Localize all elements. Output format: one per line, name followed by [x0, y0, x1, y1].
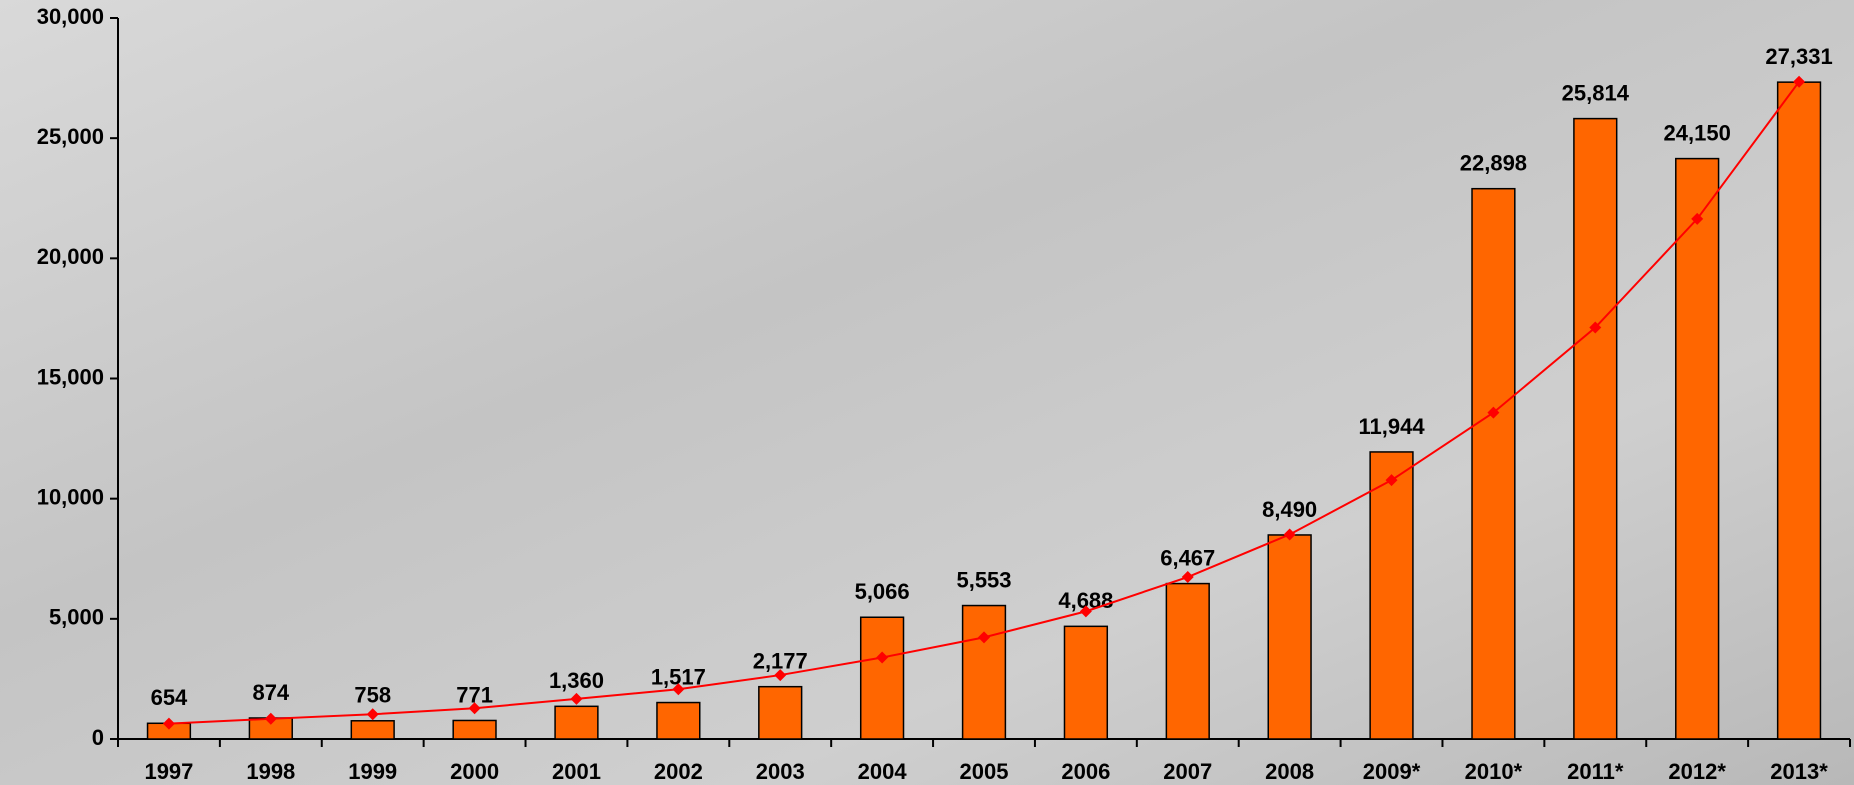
bar: [1369, 451, 1414, 740]
x-tick-label: 2000: [450, 759, 499, 784]
trend-marker: [468, 702, 481, 715]
y-tick-label: 0: [92, 725, 104, 750]
trend-marker: [1181, 571, 1194, 584]
trend-marker: [774, 669, 787, 682]
x-tick-label: 2004: [858, 759, 908, 784]
data-label: 5,066: [855, 579, 910, 604]
bar: [1063, 625, 1109, 740]
x-tick-label: 2010*: [1465, 759, 1523, 784]
bar: [554, 705, 599, 740]
trend-marker: [672, 683, 685, 696]
bar: [1267, 534, 1312, 740]
x-tick-label: 2009*: [1363, 759, 1421, 784]
trend-marker: [876, 651, 889, 664]
bar: [350, 720, 395, 740]
data-label: 22,898: [1460, 150, 1527, 175]
bar: [758, 685, 803, 740]
x-tick-label: 1998: [246, 759, 295, 784]
trend-marker: [1079, 605, 1092, 618]
x-tick-label: 2008: [1265, 759, 1314, 784]
bar: [1675, 157, 1720, 740]
y-tick-label: 10,000: [37, 484, 104, 509]
bar: [656, 701, 701, 740]
y-tick-label: 30,000: [37, 4, 104, 29]
data-label: 24,150: [1664, 120, 1731, 145]
data-label: 11,944: [1358, 414, 1425, 439]
x-tick-label: 2001: [552, 759, 601, 784]
bar: [1471, 187, 1516, 740]
data-label: 758: [354, 683, 391, 708]
trend-marker: [978, 631, 990, 644]
trend-marker: [1589, 321, 1602, 334]
y-tick-label: 20,000: [37, 244, 104, 269]
trend-marker: [366, 708, 379, 721]
bar: [452, 719, 497, 740]
data-label: 874: [252, 680, 289, 705]
bar: [1165, 582, 1210, 740]
x-tick-label: 2011*: [1567, 759, 1624, 784]
x-tick-label: 2007: [1163, 759, 1212, 784]
data-label: 8,490: [1262, 497, 1317, 522]
x-tick-label: 2002: [654, 759, 703, 784]
data-label: 25,814: [1562, 80, 1630, 105]
x-tick-label: 2003: [756, 759, 805, 784]
trend-marker: [1487, 406, 1500, 419]
x-tick-label: 1999: [348, 759, 397, 784]
x-tick-label: 2013*: [1770, 759, 1828, 784]
data-label: 5,553: [956, 567, 1011, 592]
bar: [961, 604, 1007, 740]
x-tick-label: 2006: [1061, 759, 1110, 784]
trend-marker: [1385, 474, 1398, 487]
trend-marker: [1691, 212, 1704, 225]
bar: [859, 616, 905, 740]
y-tick-label: 15,000: [37, 364, 104, 389]
trend-marker: [162, 717, 175, 730]
y-tick-label: 5,000: [49, 605, 104, 630]
x-tick-label: 2005: [960, 759, 1009, 784]
x-tick-label: 2012*: [1668, 759, 1726, 784]
trend-marker: [1283, 528, 1296, 541]
bar: [1573, 117, 1618, 740]
trend-marker: [1793, 75, 1806, 88]
x-tick-label: 1997: [144, 759, 193, 784]
data-label: 1,360: [549, 668, 604, 693]
trend-marker: [570, 692, 583, 705]
data-label: 6,467: [1160, 545, 1215, 570]
data-label: 27,331: [1765, 44, 1832, 69]
bar: [1776, 81, 1822, 740]
y-tick-label: 25,000: [37, 124, 104, 149]
data-label: 654: [151, 685, 188, 710]
trend-marker: [264, 712, 277, 725]
